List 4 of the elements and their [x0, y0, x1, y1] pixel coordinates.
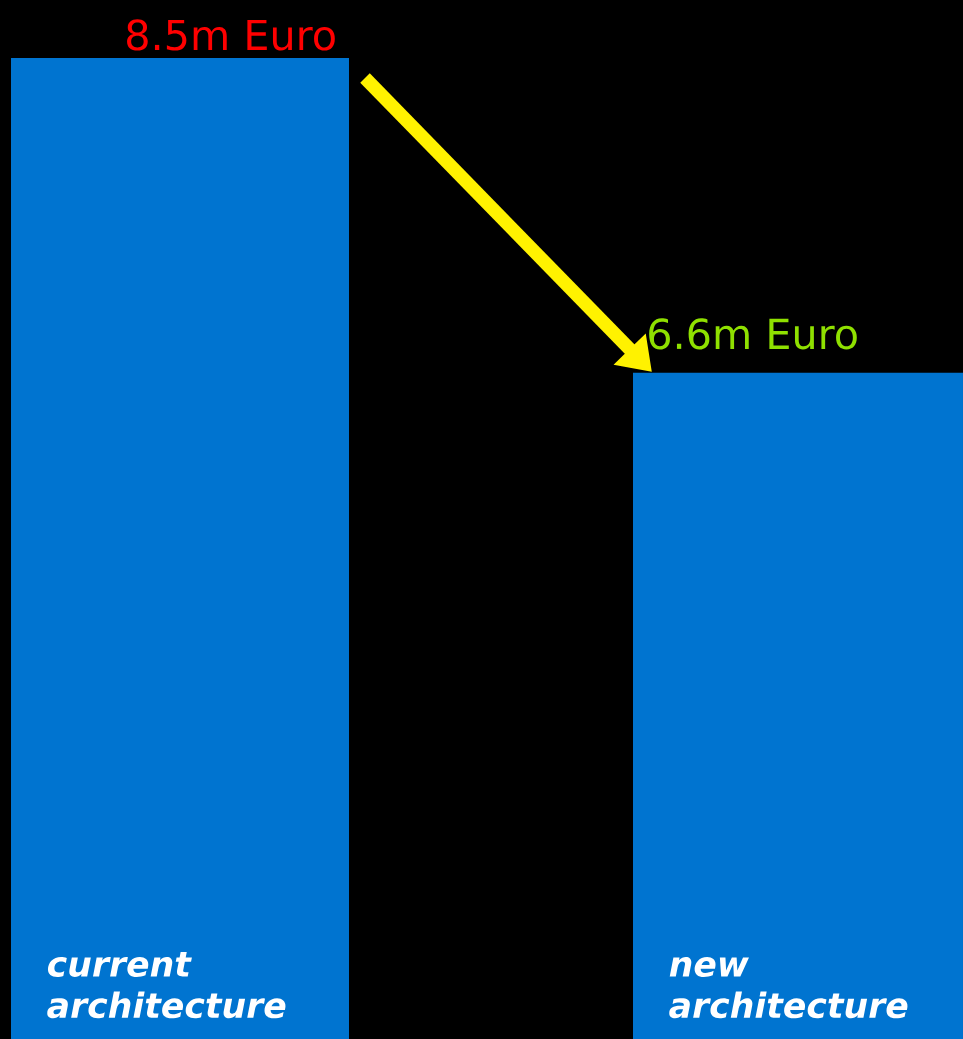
x-tick-label: current architecture: [47, 952, 286, 1019]
data-label: 8.5m Euro: [127, 19, 335, 51]
data-label: 6.6m Euro: [649, 318, 857, 350]
x-tick-label: new architecture: [669, 957, 908, 1019]
